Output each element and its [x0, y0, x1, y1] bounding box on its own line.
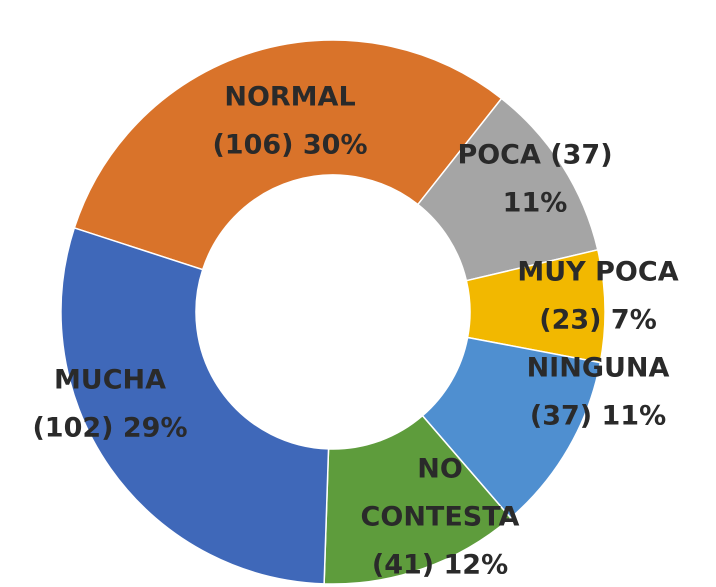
slice-label: (102) 29% — [32, 413, 187, 444]
slice-label: NINGUNA — [527, 353, 670, 384]
slice-label: MUCHA — [54, 365, 166, 396]
slice-label: (23) 7% — [539, 305, 657, 336]
slice-label: (106) 30% — [212, 130, 367, 161]
slice-label: (41) 12% — [372, 550, 508, 581]
slice-label: (37) 11% — [530, 401, 666, 432]
slice-label: NORMAL — [224, 82, 355, 113]
slice — [60, 227, 330, 585]
slice-label: CONTESTA — [361, 502, 520, 533]
slice-label: MUY POCA — [517, 257, 678, 288]
slice-label: POCA (37) — [457, 140, 612, 171]
slice-label: 11% — [503, 188, 568, 219]
slice-label: NO — [417, 454, 463, 485]
slice — [73, 39, 503, 271]
